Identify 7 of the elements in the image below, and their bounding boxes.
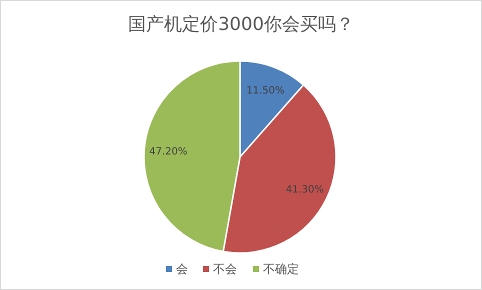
legend-label: 不确定: [263, 262, 299, 276]
legend-label: 不会: [213, 262, 237, 276]
chart-title: 国产机定价3000你会买吗？: [128, 14, 354, 35]
data-label: 47.20%: [149, 146, 188, 158]
data-label: 11.50%: [246, 86, 285, 97]
legend-label: 会: [176, 262, 188, 276]
data-label: 41.30%: [286, 184, 324, 196]
